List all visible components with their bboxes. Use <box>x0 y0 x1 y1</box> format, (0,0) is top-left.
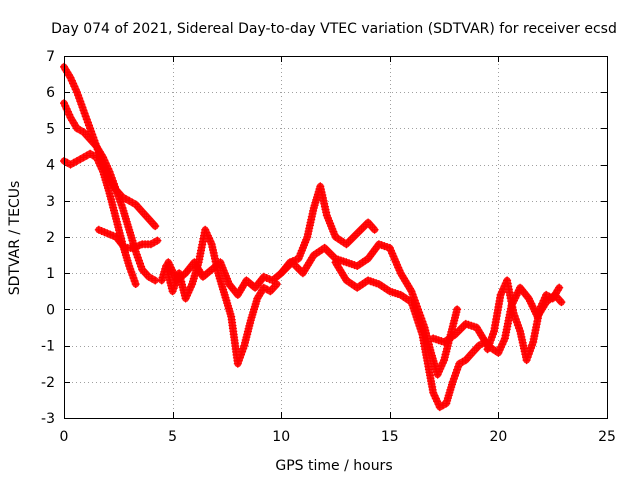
data-point-marker <box>151 222 160 231</box>
x-tick-label: 15 <box>381 429 399 445</box>
y-tick-labels: -3 -2 -1 0 1 2 3 4 5 6 7 <box>41 49 55 427</box>
data-point-marker <box>545 292 554 301</box>
data-point-marker <box>439 401 447 410</box>
y-tick-label: -1 <box>41 339 55 355</box>
y-tick-label: 0 <box>46 302 55 318</box>
x-tick-label: 25 <box>598 429 616 445</box>
data-series <box>60 62 566 412</box>
data-point-marker <box>131 280 140 289</box>
y-tick-label: 4 <box>46 158 55 174</box>
data-point-marker <box>73 157 81 165</box>
x-tick-label: 5 <box>168 429 177 445</box>
data-point-marker <box>73 124 81 133</box>
data-point-marker <box>453 305 462 314</box>
y-tick-label: 7 <box>46 49 55 65</box>
y-tick-label: 1 <box>46 266 55 282</box>
y-tick-label: 2 <box>46 230 55 246</box>
x-tick-labels: 0 5 10 15 20 25 <box>60 429 616 445</box>
series-track-2 <box>60 99 160 285</box>
data-point-marker <box>272 280 281 289</box>
y-tick-label: -3 <box>41 411 55 427</box>
data-point-marker <box>153 236 162 245</box>
data-point-marker <box>144 272 153 281</box>
plot-frame <box>64 56 608 419</box>
data-point-marker <box>455 359 464 368</box>
data-point-marker <box>79 153 88 162</box>
series-track-5 <box>157 225 281 368</box>
data-point-marker <box>555 283 564 292</box>
y-tick-label: 5 <box>46 121 55 137</box>
series-line <box>158 226 281 368</box>
data-point-marker <box>150 238 159 247</box>
series-track-4 <box>94 225 162 252</box>
data-point-marker <box>259 283 268 292</box>
x-tick-label: 10 <box>272 429 290 445</box>
x-axis-label: GPS time / hours <box>275 458 392 474</box>
chart-title: Day 074 of 2021, Sidereal Day-to-day VTE… <box>51 21 617 37</box>
y-axis-label: SDTVAR / TECUs <box>7 181 23 296</box>
y-tick-label: 6 <box>46 85 55 101</box>
y-tick-label: -2 <box>41 375 55 391</box>
data-point-marker <box>128 198 137 207</box>
x-tick-label: 0 <box>60 429 69 445</box>
data-point-marker <box>89 151 98 160</box>
series-track-6 <box>164 182 379 299</box>
y-tick-label: 3 <box>46 194 55 210</box>
data-point-marker <box>557 298 566 307</box>
series-track-10 <box>483 276 564 365</box>
series-track-8 <box>331 258 490 412</box>
data-point-marker <box>66 160 75 169</box>
data-point-marker <box>370 225 379 234</box>
x-tick-label: 20 <box>489 429 507 445</box>
